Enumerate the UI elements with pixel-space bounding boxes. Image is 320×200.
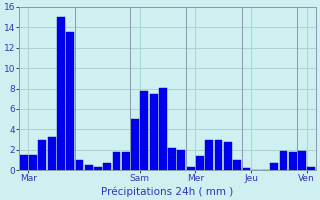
- Bar: [307, 167, 315, 170]
- Bar: [66, 32, 74, 170]
- Bar: [20, 155, 28, 170]
- Bar: [298, 151, 306, 170]
- X-axis label: Précipitations 24h ( mm ): Précipitations 24h ( mm ): [101, 186, 234, 197]
- Bar: [150, 94, 157, 170]
- Bar: [94, 167, 102, 170]
- Bar: [205, 140, 213, 170]
- Bar: [233, 160, 241, 170]
- Bar: [103, 163, 111, 170]
- Bar: [48, 137, 56, 170]
- Bar: [187, 167, 195, 170]
- Bar: [131, 119, 139, 170]
- Bar: [113, 152, 120, 170]
- Bar: [270, 163, 278, 170]
- Bar: [29, 155, 37, 170]
- Bar: [159, 88, 167, 170]
- Bar: [224, 142, 232, 170]
- Bar: [196, 156, 204, 170]
- Bar: [76, 160, 84, 170]
- Bar: [38, 140, 46, 170]
- Bar: [168, 148, 176, 170]
- Bar: [289, 152, 297, 170]
- Bar: [85, 165, 92, 170]
- Bar: [178, 150, 185, 170]
- Bar: [215, 140, 222, 170]
- Bar: [243, 168, 250, 170]
- Bar: [279, 151, 287, 170]
- Bar: [57, 17, 65, 170]
- Bar: [140, 91, 148, 170]
- Bar: [122, 152, 130, 170]
